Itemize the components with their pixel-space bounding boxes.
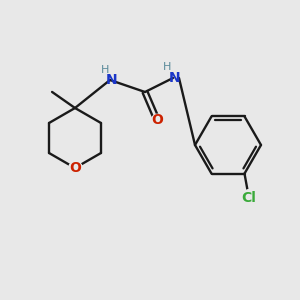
Text: N: N: [106, 73, 118, 87]
Text: H: H: [163, 62, 171, 72]
Text: O: O: [151, 113, 163, 127]
Text: O: O: [69, 161, 81, 175]
Text: N: N: [169, 71, 181, 85]
Text: Cl: Cl: [241, 190, 256, 205]
Text: H: H: [101, 65, 109, 75]
